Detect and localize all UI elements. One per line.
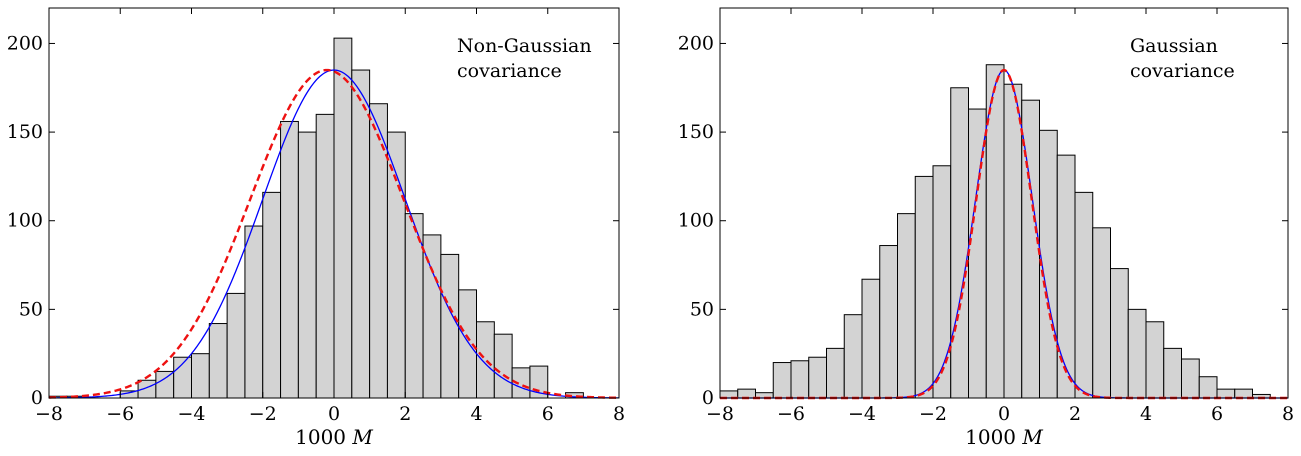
panel-annotation: covariance: [1130, 60, 1235, 82]
x-tick-label: 4: [1140, 403, 1152, 425]
y-tick-label: 150: [678, 121, 714, 143]
histogram-bar: [315, 113, 335, 399]
y-tick-label: 50: [19, 298, 43, 320]
histogram-bar: [422, 234, 442, 399]
histogram-bar: [440, 253, 460, 399]
histogram-bar: [1234, 388, 1253, 399]
histogram-bar: [386, 131, 406, 399]
histogram-bar: [772, 362, 792, 399]
histogram-bar: [297, 131, 317, 399]
chart-panel-left: −8 −6 −4 −2 0 2 4 6 8 0 50 100 150 200 1000 M Non-Gauss…: [7, 7, 625, 449]
y-tick-label: 0: [31, 387, 43, 409]
chart-panel-right: −8 −6 −4 −2 0 2 4 6 8 0 50 100 150 200 1000 M Gaussian c…: [678, 7, 1294, 449]
histogram-bar: [208, 323, 228, 399]
histogram-bar: [493, 333, 513, 399]
histogram-bar: [351, 69, 371, 399]
fit-curve-dashed: [48, 68, 620, 399]
panel-annotation: Non-Gaussian: [457, 35, 592, 57]
histogram-bar: [879, 245, 898, 399]
panel-annotation: Gaussian: [1130, 35, 1218, 57]
x-axis-label: 1000 M: [965, 425, 1043, 449]
histogram-bar: [333, 37, 353, 399]
y-tick-label: 200: [7, 32, 43, 54]
histogram-bar: [932, 165, 952, 399]
histogram-bar: [369, 103, 388, 399]
x-tick-label: −8: [706, 403, 734, 425]
y-tick-label: 100: [7, 210, 43, 232]
y-tick-label: 150: [7, 121, 43, 143]
x-axis-label: 1000 M: [295, 425, 373, 449]
histogram-bar: [826, 347, 845, 399]
histogram-bar: [1092, 227, 1111, 399]
x-tick-label: 2: [399, 403, 411, 425]
histogram-bar: [155, 370, 175, 399]
histogram-bar: [191, 353, 210, 399]
x-tick-label: −6: [777, 403, 805, 425]
y-tick-label: 50: [690, 298, 714, 320]
histogram-bar: [843, 314, 863, 399]
x-tick-label: −6: [106, 403, 134, 425]
histogram-bar: [1110, 268, 1129, 399]
x-tick-label: 0: [328, 403, 340, 425]
histogram-bar: [262, 191, 282, 399]
x-tick-label: 2: [1069, 403, 1081, 425]
x-tick-label: 8: [613, 403, 625, 425]
x-tick-label: 8: [1282, 403, 1294, 425]
x-tick-label: −2: [249, 403, 277, 425]
x-tick-label: 6: [1211, 403, 1223, 425]
histogram-bar: [790, 360, 810, 399]
x-tick-label: −4: [848, 403, 876, 425]
histogram-bar: [1056, 154, 1076, 399]
x-tick-label: −2: [919, 403, 947, 425]
histogram-bar: [1127, 308, 1147, 399]
histogram-bar: [861, 278, 881, 399]
histogram-bar: [476, 321, 495, 399]
histogram-bar: [1074, 191, 1094, 399]
histogram-bar: [1003, 83, 1023, 399]
histogram-bar: [244, 225, 264, 399]
x-tick-label: −8: [35, 403, 63, 425]
histogram-bar: [1163, 347, 1182, 399]
y-tick-label: 100: [678, 210, 714, 232]
histogram-bar: [1216, 388, 1236, 399]
x-tick-label: 0: [998, 403, 1010, 425]
x-tick-label: 6: [542, 403, 554, 425]
panel-annotation: covariance: [457, 60, 562, 82]
histogram-bar: [226, 292, 246, 399]
histogram-bar: [1181, 358, 1200, 399]
histogram-bar: [458, 289, 477, 399]
histogram-bar: [1198, 376, 1218, 399]
histogram-bar: [914, 175, 934, 399]
y-tick-label: 200: [678, 32, 714, 54]
histogram-bar: [897, 213, 916, 399]
histogram-bar: [808, 356, 827, 399]
y-tick-label: 0: [702, 387, 714, 409]
histogram-bar: [950, 87, 969, 399]
histogram-bar: [737, 388, 756, 399]
histogram-bar: [1145, 321, 1165, 399]
x-tick-label: 4: [470, 403, 482, 425]
fit-curve-solid: [48, 69, 620, 399]
histogram-bar: [280, 120, 299, 399]
x-tick-label: −4: [177, 403, 205, 425]
